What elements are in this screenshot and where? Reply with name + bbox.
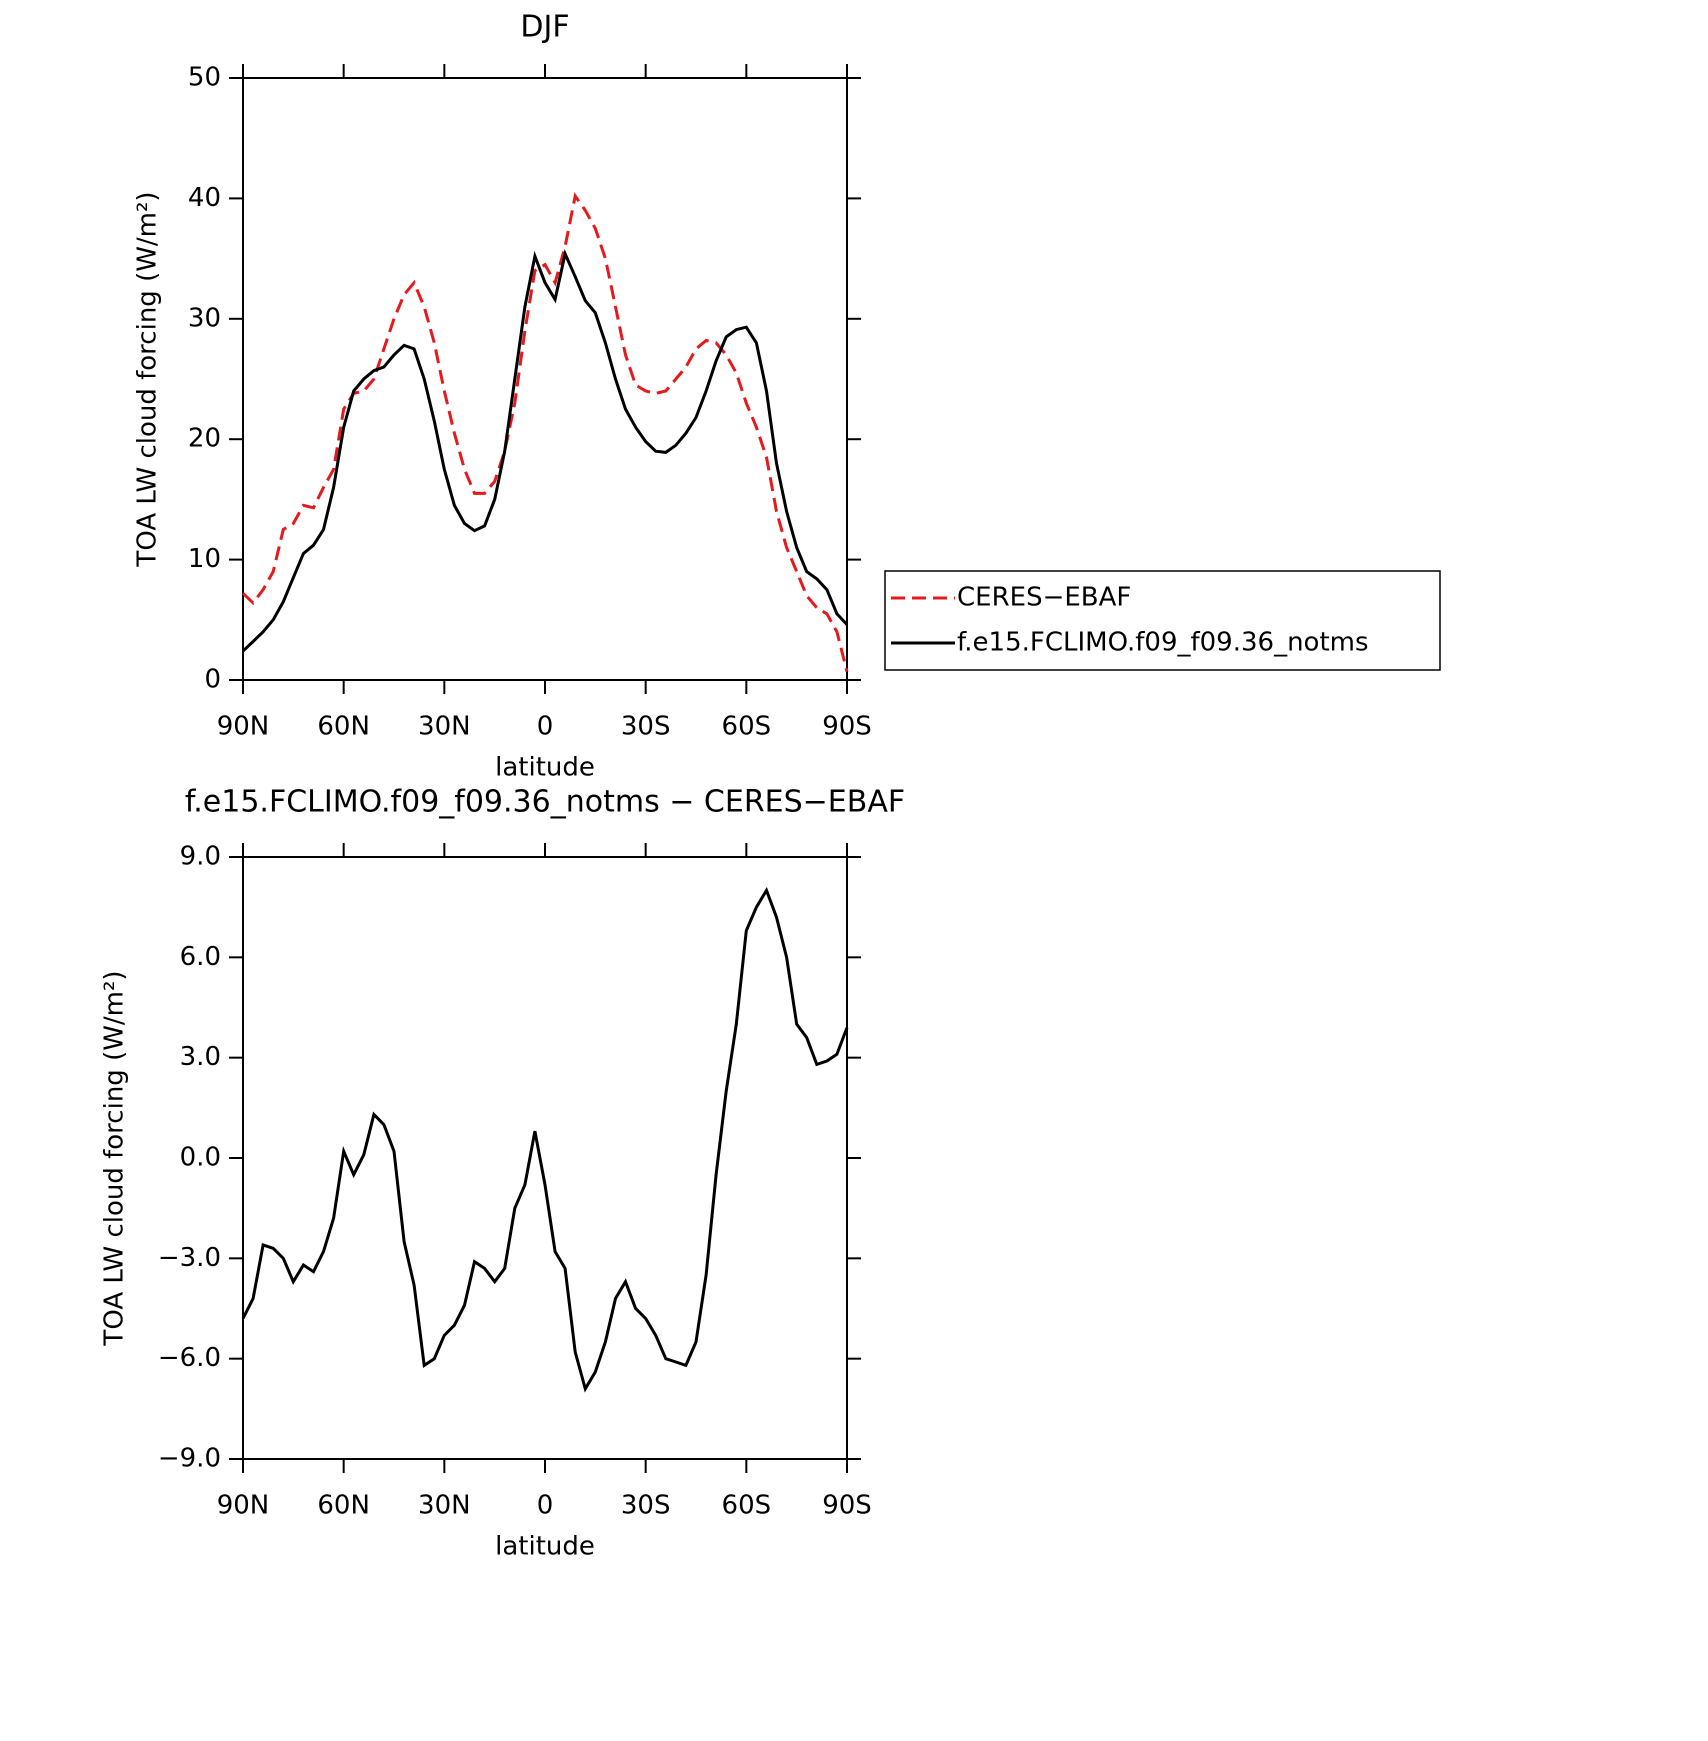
- x-tick-label: 0: [537, 1491, 554, 1521]
- x-tick-label: 90N: [217, 1491, 270, 1521]
- series-line: [241, 248, 849, 653]
- y-tick-label: −6.0: [158, 1343, 221, 1373]
- y-tick-label: 6.0: [180, 942, 221, 972]
- y-tick-label: 0: [204, 665, 221, 695]
- series-line: [241, 192, 849, 672]
- y-axis-label: TOA LW cloud forcing (W/m²): [133, 191, 163, 567]
- y-tick-label: 3.0: [180, 1042, 221, 1072]
- x-tick-label: 0: [537, 712, 554, 742]
- legend-label: f.e15.FCLIMO.f09_f09.36_notms: [957, 628, 1369, 658]
- plot-frame: [242, 856, 848, 1460]
- y-tick-label: 9.0: [180, 842, 221, 872]
- chart-title: f.e15.FCLIMO.f09_f09.36_notms − CERES−EB…: [185, 785, 905, 820]
- plot-frame: [242, 77, 848, 681]
- x-tick-label: 30S: [621, 712, 671, 742]
- y-tick-label: 50: [188, 63, 221, 93]
- y-axis-label: TOA LW cloud forcing (W/m²): [100, 970, 130, 1346]
- x-tick-label: 60N: [317, 1491, 370, 1521]
- x-tick-label: 60N: [317, 712, 370, 742]
- x-tick-label: 90S: [822, 712, 872, 742]
- x-axis-label: latitude: [495, 753, 595, 783]
- x-tick-label: 30S: [621, 1491, 671, 1521]
- chart-title: DJF: [520, 10, 569, 45]
- y-tick-label: −9.0: [158, 1444, 221, 1474]
- series-line: [241, 886, 849, 1393]
- x-tick-label: 60S: [722, 1491, 772, 1521]
- y-tick-label: 0.0: [180, 1143, 221, 1173]
- x-axis-label: latitude: [495, 1532, 595, 1562]
- x-tick-label: 90S: [822, 1491, 872, 1521]
- y-tick-label: −3.0: [158, 1243, 221, 1273]
- y-tick-label: 30: [188, 303, 221, 333]
- x-tick-label: 30N: [418, 1491, 471, 1521]
- legend-label: CERES−EBAF: [957, 583, 1131, 613]
- y-tick-label: 10: [188, 544, 221, 574]
- legend-box: [884, 570, 1441, 671]
- x-tick-label: 60S: [722, 712, 772, 742]
- x-tick-label: 30N: [418, 712, 471, 742]
- x-tick-label: 90N: [217, 712, 270, 742]
- y-tick-label: 20: [188, 424, 221, 454]
- y-tick-label: 40: [188, 183, 221, 213]
